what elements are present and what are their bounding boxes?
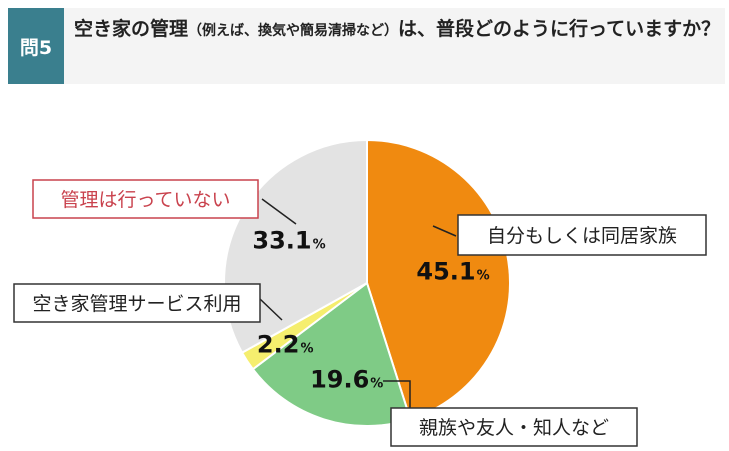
question-text: 空き家の管理（例えば、換気や簡易清掃など）は、普段どのように行っていますか？ bbox=[74, 14, 722, 47]
callout-box-2 bbox=[390, 407, 638, 447]
callout-box-3 bbox=[13, 283, 261, 323]
value-unit: % bbox=[370, 376, 383, 391]
callout-box-1 bbox=[457, 214, 707, 256]
pie-slices bbox=[223, 138, 511, 427]
question-text-paren: （例えば、換気や簡易清掃など） bbox=[188, 23, 399, 39]
callout-label-4: 管理は行っていない bbox=[60, 189, 230, 211]
leader-line-1 bbox=[432, 225, 457, 237]
value-unit: % bbox=[300, 342, 313, 357]
value-label-4: 33.1% bbox=[252, 227, 325, 255]
value-labels: 45.1%19.6%2.2%33.1% bbox=[252, 227, 489, 394]
question-number-badge: 問5 bbox=[8, 8, 64, 84]
value-label-1: 45.1% bbox=[416, 257, 489, 285]
value-label-3: 2.2% bbox=[257, 331, 314, 359]
callout-label-3: 空き家管理サービス利用 bbox=[32, 293, 241, 315]
value-number: 2.2 bbox=[257, 331, 300, 359]
value-number: 45.1 bbox=[416, 257, 475, 285]
leader-line-4 bbox=[261, 198, 297, 225]
value-unit: % bbox=[477, 268, 490, 283]
callout-label-2: 親族や友人・知人など bbox=[419, 417, 609, 439]
value-number: 33.1 bbox=[252, 227, 311, 255]
question-bar: 問5 空き家の管理（例えば、換気や簡易清掃など）は、普段どのように行っていますか… bbox=[8, 8, 725, 84]
pie-slice-1 bbox=[366, 138, 511, 421]
question-text-rest: は、普段どのように行っていますか？ bbox=[398, 18, 721, 40]
leader-line-3 bbox=[259, 298, 283, 321]
callout-label-1: 自分もしくは同居家族 bbox=[487, 225, 677, 247]
value-unit: % bbox=[313, 238, 326, 253]
callout-box-4 bbox=[32, 179, 259, 219]
value-label-2: 19.6% bbox=[310, 365, 383, 393]
leader-line-2 bbox=[383, 380, 411, 408]
value-number: 19.6 bbox=[310, 365, 369, 393]
leader-lines bbox=[259, 198, 457, 408]
question-text-main: 空き家の管理 bbox=[74, 18, 189, 40]
